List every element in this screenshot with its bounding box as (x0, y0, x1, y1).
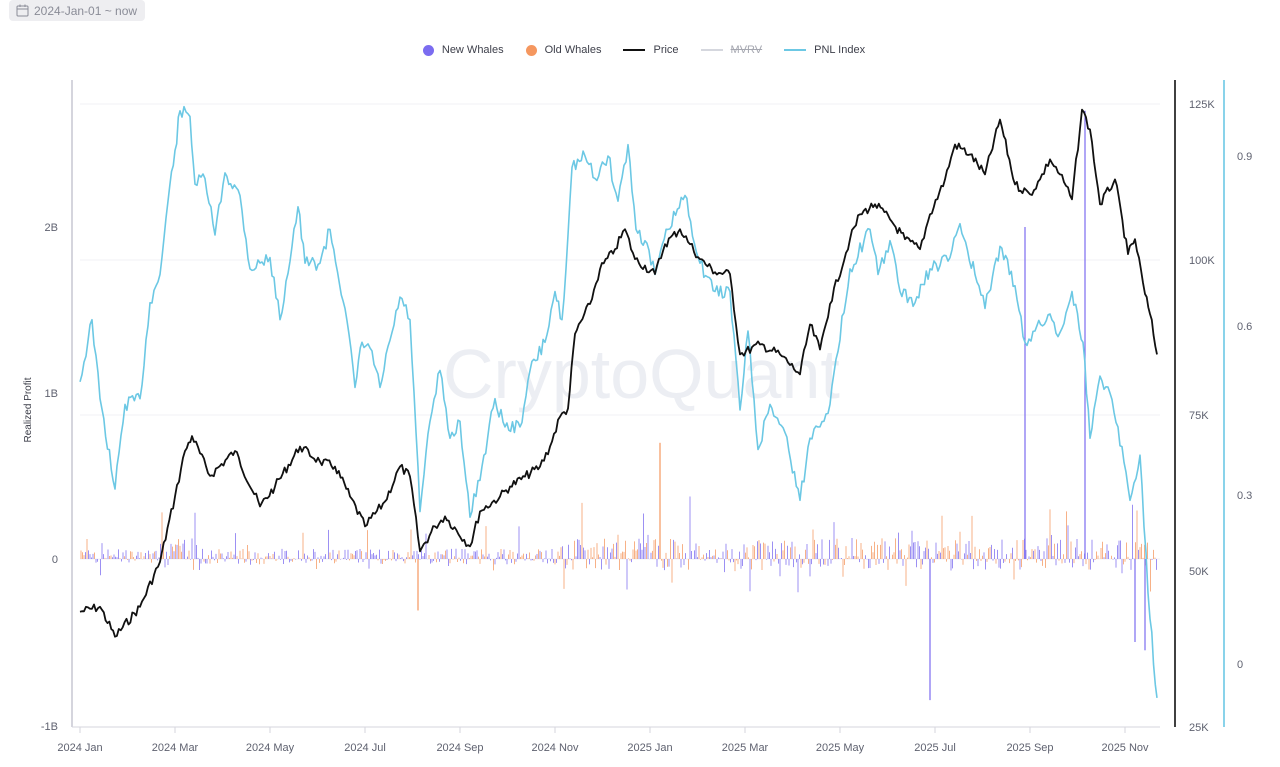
date-range-picker[interactable]: 2024-Jan-01 ~ now (9, 0, 146, 21)
gridlines (80, 103, 1160, 560)
chart-legend: New Whales Old Whales Price MVRV PNL Ind… (0, 42, 1280, 58)
pnl-tick: 0 (1237, 659, 1243, 671)
x-tick: 2025 Nov (1101, 742, 1149, 754)
old-whales-dot-icon (525, 44, 537, 56)
pnl-tick: 0.9 (1237, 151, 1252, 163)
legend-label: New Whales (441, 44, 504, 56)
x-axis-ticks: 2024 Jan 2024 Mar 2024 May 2024 Jul 2024 Sep… (57, 727, 1149, 754)
left-axis-title: Realized Profit (23, 377, 34, 442)
pnl-tick: 0.6 (1237, 321, 1252, 333)
left-tick: 1B (45, 388, 58, 400)
legend-label: MVRV (730, 44, 763, 56)
legend-label: Price (653, 44, 679, 56)
legend-item-pnl-index[interactable]: PNL Index (784, 42, 865, 58)
new-whales-dot-icon (422, 44, 434, 56)
watermark: CryptoQuant (443, 335, 840, 413)
price-tick: 125K (1189, 99, 1215, 111)
left-tick: -1B (41, 721, 58, 733)
legend-item-new-whales[interactable]: New Whales (422, 42, 504, 58)
x-tick: 2025 Jan (627, 742, 672, 754)
x-tick: 2025 May (816, 742, 865, 754)
x-tick: 2025 Sep (1006, 742, 1053, 754)
legend-item-old-whales[interactable]: Old Whales (525, 42, 602, 58)
pnl-index-line (79, 105, 1158, 698)
x-tick: 2024 Jan (57, 742, 102, 754)
x-tick: 2024 Jul (344, 742, 386, 754)
calendar-icon (16, 4, 29, 17)
price-tick: 50K (1189, 566, 1209, 578)
price-tick: 75K (1189, 410, 1209, 422)
x-tick: 2024 Nov (531, 742, 579, 754)
date-range-label: 2024-Jan-01 ~ now (34, 3, 138, 18)
x-tick: 2024 Mar (152, 742, 199, 754)
pnl-tick: 0.3 (1237, 490, 1252, 502)
x-tick: 2025 Jul (914, 742, 956, 754)
legend-item-mvrv[interactable]: MVRV (700, 42, 763, 58)
x-tick: 2024 Sep (436, 742, 483, 754)
mvrv-line-icon (700, 49, 723, 51)
x-tick: 2024 May (246, 742, 295, 754)
price-tick: 25K (1189, 722, 1209, 734)
legend-label: Old Whales (544, 44, 602, 56)
legend-label: PNL Index (814, 44, 866, 56)
realized-profit-bars (80, 110, 1157, 701)
price-line (79, 108, 1158, 638)
pnl-index-line-icon (784, 49, 807, 51)
x-tick: 2025 Mar (722, 742, 769, 754)
legend-item-price[interactable]: Price (623, 42, 679, 58)
left-tick: 0 (52, 554, 58, 566)
price-line-icon (623, 49, 646, 51)
price-tick: 100K (1189, 255, 1215, 267)
left-tick: 2B (45, 222, 58, 234)
